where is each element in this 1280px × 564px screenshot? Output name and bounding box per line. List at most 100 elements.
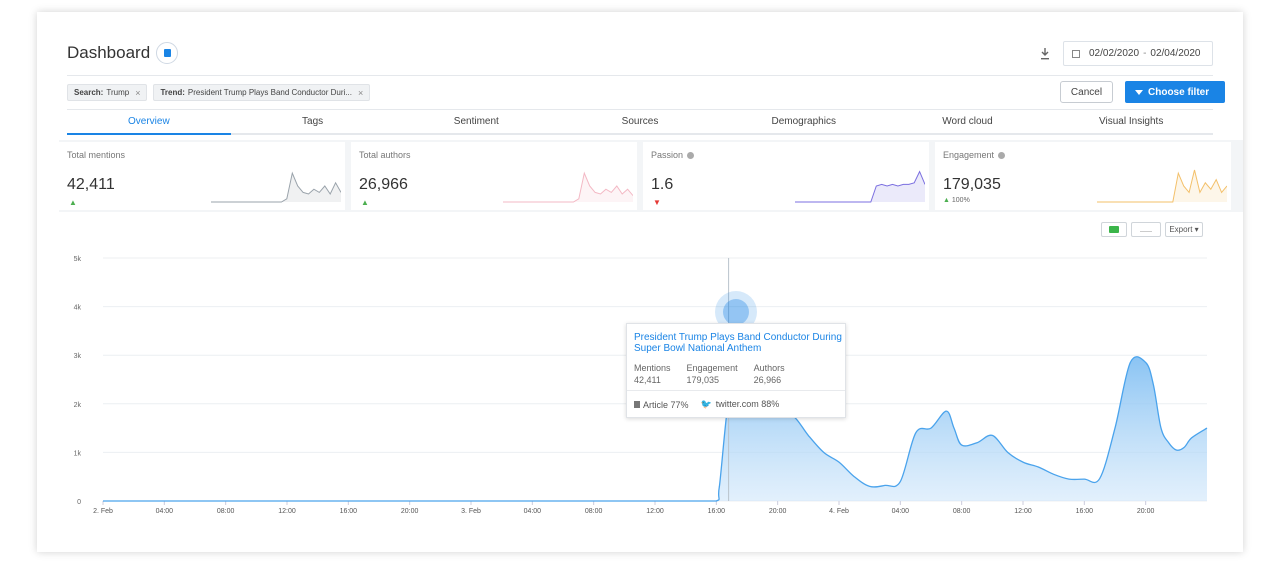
stat-label: Engagement	[686, 363, 738, 373]
export-button[interactable]: Export ▾	[1165, 222, 1203, 237]
tab-tags[interactable]: Tags	[302, 116, 324, 127]
card-label: Engagement	[943, 150, 1006, 160]
page-header: Dashboard	[67, 42, 179, 64]
choose-filter-label: Choose filter	[1148, 86, 1210, 98]
card-label-text: Passion	[651, 150, 684, 160]
x-tick-label: 08:00	[585, 508, 603, 515]
x-tick-label: 4. Feb	[829, 508, 849, 515]
mentions-area	[103, 356, 1207, 501]
cancel-button[interactable]: Cancel	[1060, 81, 1113, 103]
tooltip-stat: Mentions 42,411	[634, 362, 671, 386]
export-label: Export	[1169, 225, 1193, 234]
info-icon[interactable]	[998, 151, 1006, 159]
tooltip-divider	[627, 390, 845, 391]
chart-type-line-button[interactable]	[1131, 222, 1161, 237]
x-tick-label: 2. Feb	[93, 508, 113, 515]
sparkline-line	[1097, 169, 1227, 203]
tooltip-stat: Authors 26,966	[754, 362, 785, 386]
tab-demographics[interactable]: Demographics	[771, 116, 836, 127]
sparkline-area	[795, 171, 925, 202]
calendar-icon	[1072, 49, 1080, 58]
tab-visual-insights[interactable]: Visual Insights	[1099, 116, 1164, 127]
filter-value: President Trump Plays Band Conductor Dur…	[187, 88, 352, 97]
line-chart-icon	[1140, 227, 1152, 232]
x-tick-label: 20:00	[769, 508, 787, 515]
tab-bar: Overview Tags Sentiment Sources Demograp…	[67, 109, 1213, 135]
x-tick-label: 20:00	[1137, 508, 1155, 515]
card-value: 26,966	[359, 176, 408, 193]
article-source: Article 77%	[634, 400, 689, 410]
y-tick-label: 0	[77, 499, 81, 506]
card-value: 179,035	[943, 176, 1001, 193]
page-title: Dashboard	[67, 43, 151, 62]
close-icon[interactable]: ×	[357, 87, 364, 98]
sparkline-engagement	[1097, 169, 1227, 203]
y-tick-label: 3k	[74, 353, 82, 360]
document-icon	[163, 49, 171, 57]
date-from: 02/02/2020	[1089, 48, 1140, 59]
tab-word-cloud[interactable]: Word cloud	[942, 116, 993, 127]
tab-overview[interactable]: Overview	[67, 110, 231, 135]
card-total-authors[interactable]: Total authors 26,966 ▲	[351, 142, 637, 210]
card-total-mentions[interactable]: Total mentions 42,411 ▲	[59, 142, 345, 210]
filter-chip-search[interactable]: Search: Trump ×	[67, 84, 148, 101]
stat-label: Mentions	[634, 363, 671, 373]
card-value: 1.6	[651, 176, 674, 193]
sparkline-mentions	[211, 171, 341, 203]
sparkline-area	[503, 173, 633, 202]
card-sub-value: 100%	[951, 197, 970, 204]
twitter-icon: 🐦	[700, 399, 712, 409]
x-tick-label: 20:00	[401, 508, 419, 515]
y-tick-label: 4k	[74, 305, 82, 312]
x-tick-label: 04:00	[156, 508, 174, 515]
x-tick-label: 04:00	[524, 508, 542, 515]
mentions-line	[103, 356, 1208, 502]
tab-sentiment[interactable]: Sentiment	[453, 116, 499, 127]
x-tick-label: 16:00	[340, 508, 358, 515]
chart-tools: Export ▾	[1101, 222, 1203, 237]
tooltip-sources: Article 77% 🐦 twitter.com 88%	[634, 399, 779, 410]
filter-key: Trend:	[160, 88, 185, 97]
active-filters: Search: Trump × Trend: President Trump P…	[67, 84, 371, 101]
filter-value: Trump	[106, 88, 130, 97]
stat-value: 42,411	[634, 375, 661, 385]
download-icon[interactable]	[1040, 48, 1050, 60]
card-engagement[interactable]: Engagement 179,035 ▲ 100%	[935, 142, 1231, 210]
article-icon	[634, 400, 640, 408]
trend-up-icon: ▲	[943, 197, 950, 204]
save-report-button[interactable]	[156, 42, 179, 64]
chart-tooltip: President Trump Plays Band Conductor Dur…	[626, 323, 846, 418]
twitter-source: 🐦 twitter.com 88%	[701, 399, 780, 410]
x-tick-label: 16:00	[1076, 508, 1094, 515]
date-separator: -	[1143, 48, 1147, 59]
sparkline-area	[211, 173, 341, 202]
x-tick-label: 12:00	[1014, 508, 1032, 515]
info-icon[interactable]	[687, 151, 695, 159]
filter-chip-trend[interactable]: Trend: President Trump Plays Band Conduc…	[153, 84, 371, 101]
x-tick-label: 12:00	[278, 508, 296, 515]
close-icon[interactable]: ×	[135, 87, 141, 98]
chart-type-area-button[interactable]	[1101, 222, 1127, 237]
stat-value: 26,966	[753, 375, 782, 385]
area-chart-icon	[1109, 226, 1119, 233]
choose-filter-button[interactable]: Choose filter	[1125, 81, 1225, 103]
y-tick-label: 2k	[74, 402, 82, 409]
tooltip-title[interactable]: President Trump Plays Band Conductor Dur…	[634, 332, 842, 354]
filter-icon	[1135, 89, 1143, 95]
header-divider	[67, 75, 1213, 76]
tab-sources[interactable]: Sources	[621, 116, 659, 127]
x-tick-label: 08:00	[217, 508, 235, 515]
sparkline-passion	[795, 170, 925, 203]
date-range-picker[interactable]: 02/02/2020 - 02/04/2020	[1063, 41, 1213, 66]
card-passion[interactable]: Passion 1.6 ▼	[643, 142, 929, 210]
card-sub: ▲ 100%	[943, 197, 970, 204]
x-tick-label: 12:00	[646, 508, 664, 515]
card-label: Total authors	[359, 150, 411, 160]
mentions-chart: 0 1k 2k 3k 4k 5k 2. Feb 04:00 08:00 12:00 16:00 20:…	[74, 256, 1208, 515]
trend-up-icon: ▲	[361, 198, 369, 207]
tooltip-stats: Mentions 42,411 Engagement 179,035 Authors…	[634, 362, 785, 386]
card-label: Passion	[651, 150, 695, 160]
sparkline-line	[503, 171, 633, 203]
x-tick-label: 16:00	[708, 508, 726, 515]
date-to: 02/04/2020	[1150, 48, 1201, 59]
